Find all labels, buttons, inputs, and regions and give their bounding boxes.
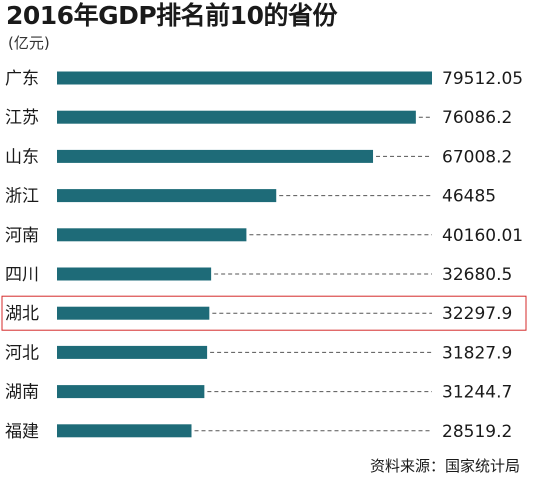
bar	[57, 424, 192, 438]
bar	[57, 189, 277, 203]
category-label: 江苏	[5, 108, 39, 128]
value-label: 40160.01	[442, 226, 523, 246]
bar	[57, 345, 208, 359]
value-label: 67008.2	[442, 147, 512, 167]
bar	[57, 71, 432, 85]
bar	[57, 385, 205, 399]
category-label: 河北	[5, 343, 39, 363]
category-label: 浙江	[5, 187, 39, 207]
category-label: 湖北	[5, 304, 39, 324]
chart-title: 2016年GDP排名前10的省份	[6, 1, 337, 30]
value-label: 32680.5	[442, 265, 512, 285]
bar	[57, 228, 247, 242]
value-label: 46485	[442, 187, 496, 207]
bar	[57, 267, 212, 281]
unit-label: (亿元)	[8, 34, 50, 52]
value-label: 79512.05	[442, 69, 523, 89]
value-label: 28519.2	[442, 422, 512, 442]
bar	[57, 149, 374, 163]
value-label: 32297.9	[442, 304, 512, 324]
value-label: 31244.7	[442, 383, 512, 403]
category-label: 福建	[5, 422, 39, 442]
value-label: 76086.2	[442, 108, 512, 128]
category-label: 河南	[5, 226, 39, 246]
bar	[57, 110, 416, 124]
category-label: 广东	[5, 69, 39, 89]
category-label: 山东	[5, 147, 39, 167]
category-label: 湖南	[5, 383, 39, 403]
source-note: 资料来源：国家统计局	[369, 457, 520, 475]
highlight-box	[1, 295, 527, 331]
bar	[57, 306, 210, 320]
category-label: 四川	[5, 265, 39, 285]
value-label: 31827.9	[442, 343, 512, 363]
